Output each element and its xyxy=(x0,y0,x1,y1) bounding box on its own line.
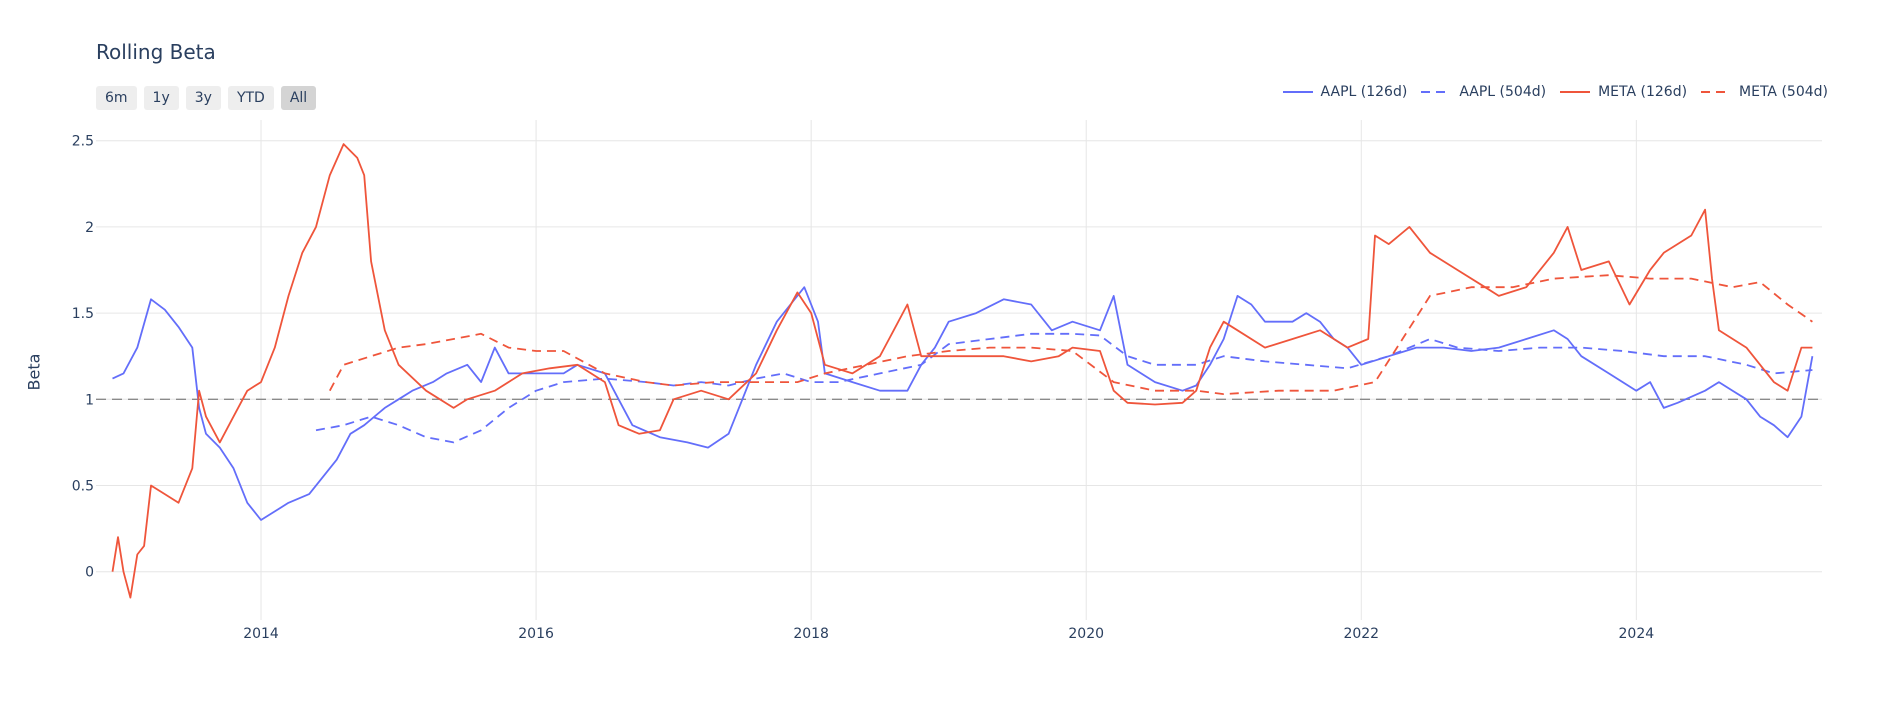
x-tick-label: 2018 xyxy=(793,626,829,642)
y-tick-label: 2 xyxy=(85,220,94,236)
x-tick-label: 2024 xyxy=(1619,626,1655,642)
legend-item-meta-126d[interactable]: META (126d) xyxy=(1558,84,1687,100)
legend-item-aapl-126d[interactable]: AAPL (126d) xyxy=(1281,84,1408,100)
legend-swatch-dashed xyxy=(1421,91,1452,93)
series-line-aapl-504d xyxy=(315,332,1813,444)
range-button-all[interactable]: All xyxy=(280,86,317,110)
y-tick-label: 0 xyxy=(85,565,94,581)
chart-title: Rolling Beta xyxy=(96,40,216,64)
legend-item-meta-504d[interactable]: META (504d) xyxy=(1699,84,1828,100)
y-tick-label: 1 xyxy=(85,392,94,408)
legend: AAPL (126d) AAPL (504d) META (126d) META… xyxy=(1281,84,1828,100)
series-line-aapl-126d xyxy=(112,286,1814,521)
x-tick-label: 2020 xyxy=(1068,626,1104,642)
y-tick-label: 2.5 xyxy=(72,134,94,150)
legend-item-aapl-504d[interactable]: AAPL (504d) xyxy=(1419,84,1546,100)
legend-label: META (126d) xyxy=(1598,84,1688,100)
y-tick-label: 0.5 xyxy=(72,479,94,495)
x-tick-label: 2014 xyxy=(243,626,279,642)
y-tick-label: 1.5 xyxy=(72,306,94,322)
range-button-1y[interactable]: 1y xyxy=(143,86,179,110)
legend-label: AAPL (126d) xyxy=(1320,84,1408,100)
range-button-ytd[interactable]: YTD xyxy=(227,86,274,110)
x-tick-label: 2022 xyxy=(1343,626,1379,642)
legend-swatch-solid xyxy=(1560,91,1591,93)
series-line-meta-504d xyxy=(329,274,1813,395)
range-button-3y[interactable]: 3y xyxy=(185,86,221,110)
range-button-6m[interactable]: 6m xyxy=(96,86,137,110)
legend-label: AAPL (504d) xyxy=(1459,84,1547,100)
legend-swatch-solid xyxy=(1282,91,1313,93)
x-tick-label: 2016 xyxy=(518,626,554,642)
legend-label: META (504d) xyxy=(1739,84,1828,100)
range-selector: 6m 1y 3y YTD All xyxy=(96,86,317,110)
series-line-meta-126d xyxy=(111,143,1813,599)
legend-swatch-dashed xyxy=(1701,91,1732,93)
